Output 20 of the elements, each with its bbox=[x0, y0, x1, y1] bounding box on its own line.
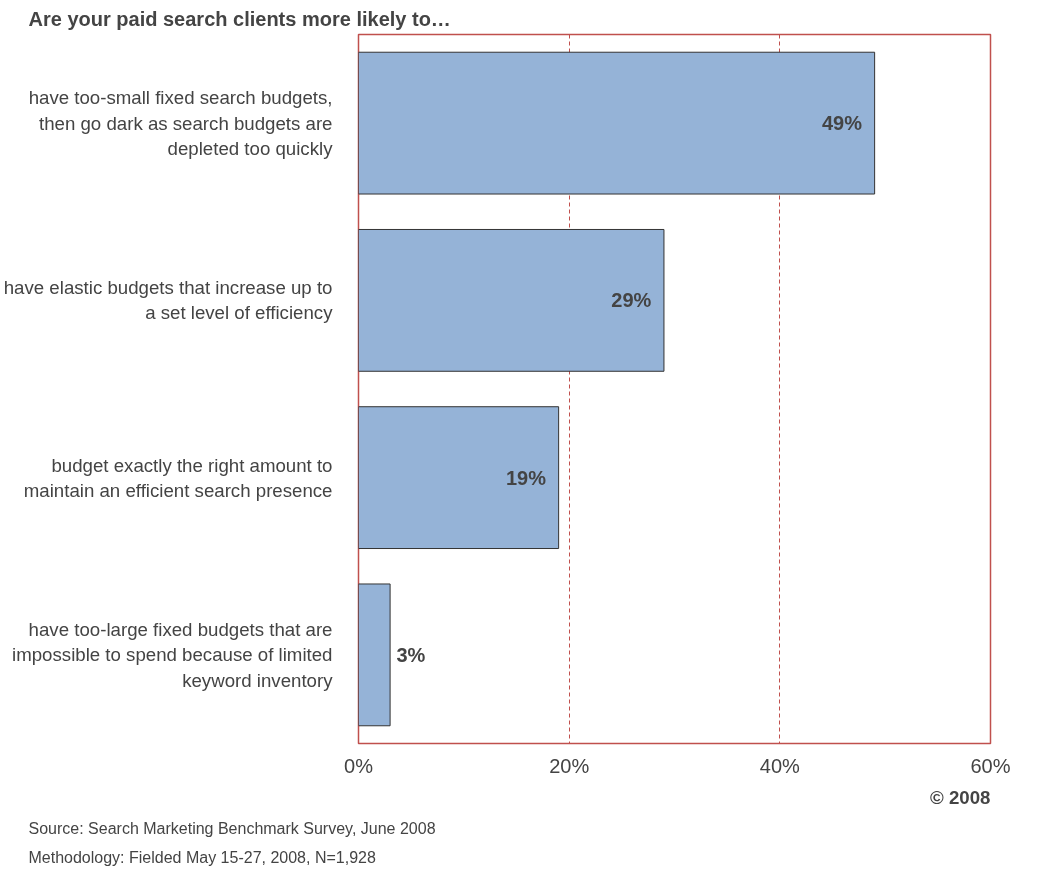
bar bbox=[358, 228, 665, 372]
y-tick-label: have too-large fixed budgets that are impossible to spend because of limited keyword inventory bbox=[12, 619, 334, 691]
data-label: 19% bbox=[505, 466, 547, 489]
bar bbox=[358, 406, 560, 550]
x-tick-label: 0% bbox=[344, 754, 374, 777]
x-tick-label: 20% bbox=[549, 754, 590, 777]
text: Methodology: Fielded May 15-27, 2008, N=1,928 bbox=[28, 848, 376, 866]
x-tick-label: 60% bbox=[970, 754, 1011, 777]
data-label: 3% bbox=[396, 643, 426, 666]
y-tick-label: budget exactly the right amount to maintain an efficient search presence bbox=[23, 454, 333, 501]
bar bbox=[358, 51, 876, 195]
data-label: 29% bbox=[611, 289, 652, 312]
x-tick-label: 40% bbox=[759, 754, 801, 777]
y-tick-label: have elastic budgets that increase up to a set level of efficiency bbox=[3, 277, 334, 324]
source-note: Source: Search Marketing Benchmark Survey, June 2008 bbox=[28, 819, 436, 837]
data-label: 49% bbox=[821, 112, 863, 135]
text: © 2008 bbox=[930, 786, 991, 808]
y-tick-label: have too-small fixed search budgets, then go dark as search budgets are depleted too quickly bbox=[28, 87, 334, 159]
chart-title: Are your paid search clients more likely to… bbox=[28, 7, 451, 30]
bar bbox=[358, 583, 391, 727]
